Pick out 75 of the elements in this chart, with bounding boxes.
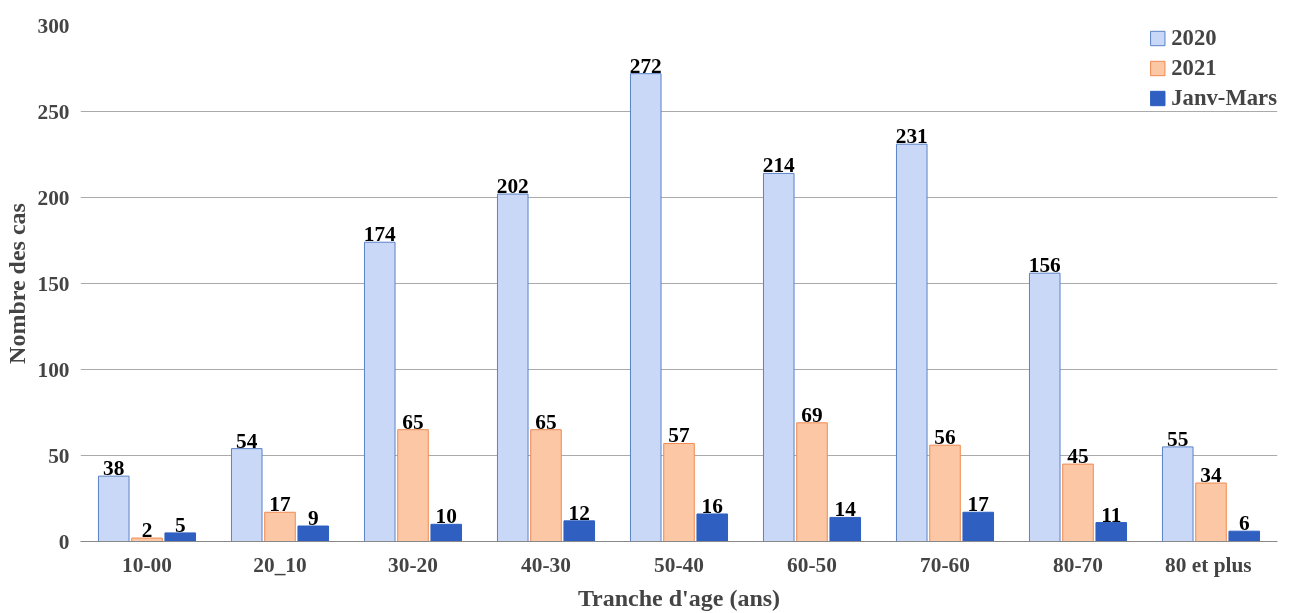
data-label: 14	[834, 497, 857, 522]
data-label: 156	[1028, 253, 1062, 278]
legend-label: Janv-Mars	[1171, 85, 1277, 111]
data-label: 9	[307, 506, 319, 531]
x-axis-title: Tranche d'age (ans)	[577, 584, 781, 611]
bar	[829, 516, 862, 542]
data-label: 10	[435, 504, 457, 529]
data-label: 5	[174, 512, 186, 537]
x-tick-label: 70-60	[920, 552, 970, 577]
data-label: 65	[402, 409, 424, 434]
x-tick-label: 20_10	[253, 552, 307, 577]
bar	[264, 511, 296, 542]
bar	[430, 523, 463, 542]
data-label: 17	[967, 492, 990, 517]
data-label: 55	[1167, 426, 1189, 451]
bar	[131, 537, 163, 542]
bar	[1161, 446, 1194, 542]
bar	[696, 513, 729, 542]
bar	[363, 241, 396, 542]
bar	[1228, 530, 1261, 542]
x-tick-label: 10-00	[122, 552, 172, 577]
data-label: 54	[236, 428, 258, 453]
data-label: 174	[363, 222, 397, 247]
bar	[164, 532, 197, 542]
data-label: 56	[934, 425, 956, 450]
x-tick-label: 50-40	[654, 552, 704, 577]
x-tick-label: 80-70	[1053, 552, 1103, 577]
y-tick-label: 0	[58, 529, 70, 554]
data-label: 202	[496, 174, 529, 199]
data-label: 69	[801, 402, 823, 427]
data-label: 57	[668, 423, 690, 448]
bar	[929, 444, 961, 542]
bar	[663, 442, 695, 542]
data-label: 231	[895, 124, 928, 149]
y-axis-title: Nombre des cas	[3, 203, 30, 364]
y-tick-label: 200	[37, 185, 70, 210]
x-tick-label: 30-20	[388, 552, 438, 577]
x-tick-label: 80 et plus	[1165, 552, 1252, 577]
bar	[1095, 522, 1128, 542]
data-label: 2	[141, 518, 153, 543]
bar	[97, 475, 130, 542]
bar	[762, 172, 795, 542]
bar	[563, 520, 596, 542]
data-label: 45	[1067, 444, 1089, 469]
data-label: 6	[1238, 511, 1250, 536]
y-tick-label: 250	[37, 99, 70, 124]
bar	[796, 422, 828, 542]
bar	[962, 511, 995, 542]
data-label: 65	[535, 409, 557, 434]
legend-label: 2021	[1171, 55, 1217, 81]
bar	[230, 448, 263, 542]
x-tick-label: 60-50	[787, 552, 837, 577]
bar	[895, 143, 928, 542]
bar	[629, 73, 662, 542]
data-label: 214	[762, 153, 796, 178]
y-tick-label: 150	[37, 271, 70, 296]
data-label: 17	[269, 492, 291, 517]
bar	[1195, 482, 1227, 542]
bar	[530, 429, 562, 542]
data-label: 16	[701, 493, 724, 518]
bar	[297, 525, 330, 542]
bar	[397, 429, 429, 542]
bar	[1062, 463, 1094, 542]
data-label: 12	[568, 500, 590, 525]
data-label: 38	[103, 456, 125, 481]
data-label: 272	[629, 53, 662, 78]
data-label: 34	[1200, 463, 1222, 488]
y-tick-label: 50	[48, 443, 70, 468]
y-tick-label: 100	[37, 357, 70, 382]
x-tick-label: 40-30	[521, 552, 571, 577]
legend-label: 2020	[1171, 25, 1217, 51]
bar	[1028, 272, 1061, 542]
y-tick-label: 300	[37, 13, 70, 38]
bar	[496, 193, 529, 542]
data-label: 11	[1101, 502, 1122, 527]
